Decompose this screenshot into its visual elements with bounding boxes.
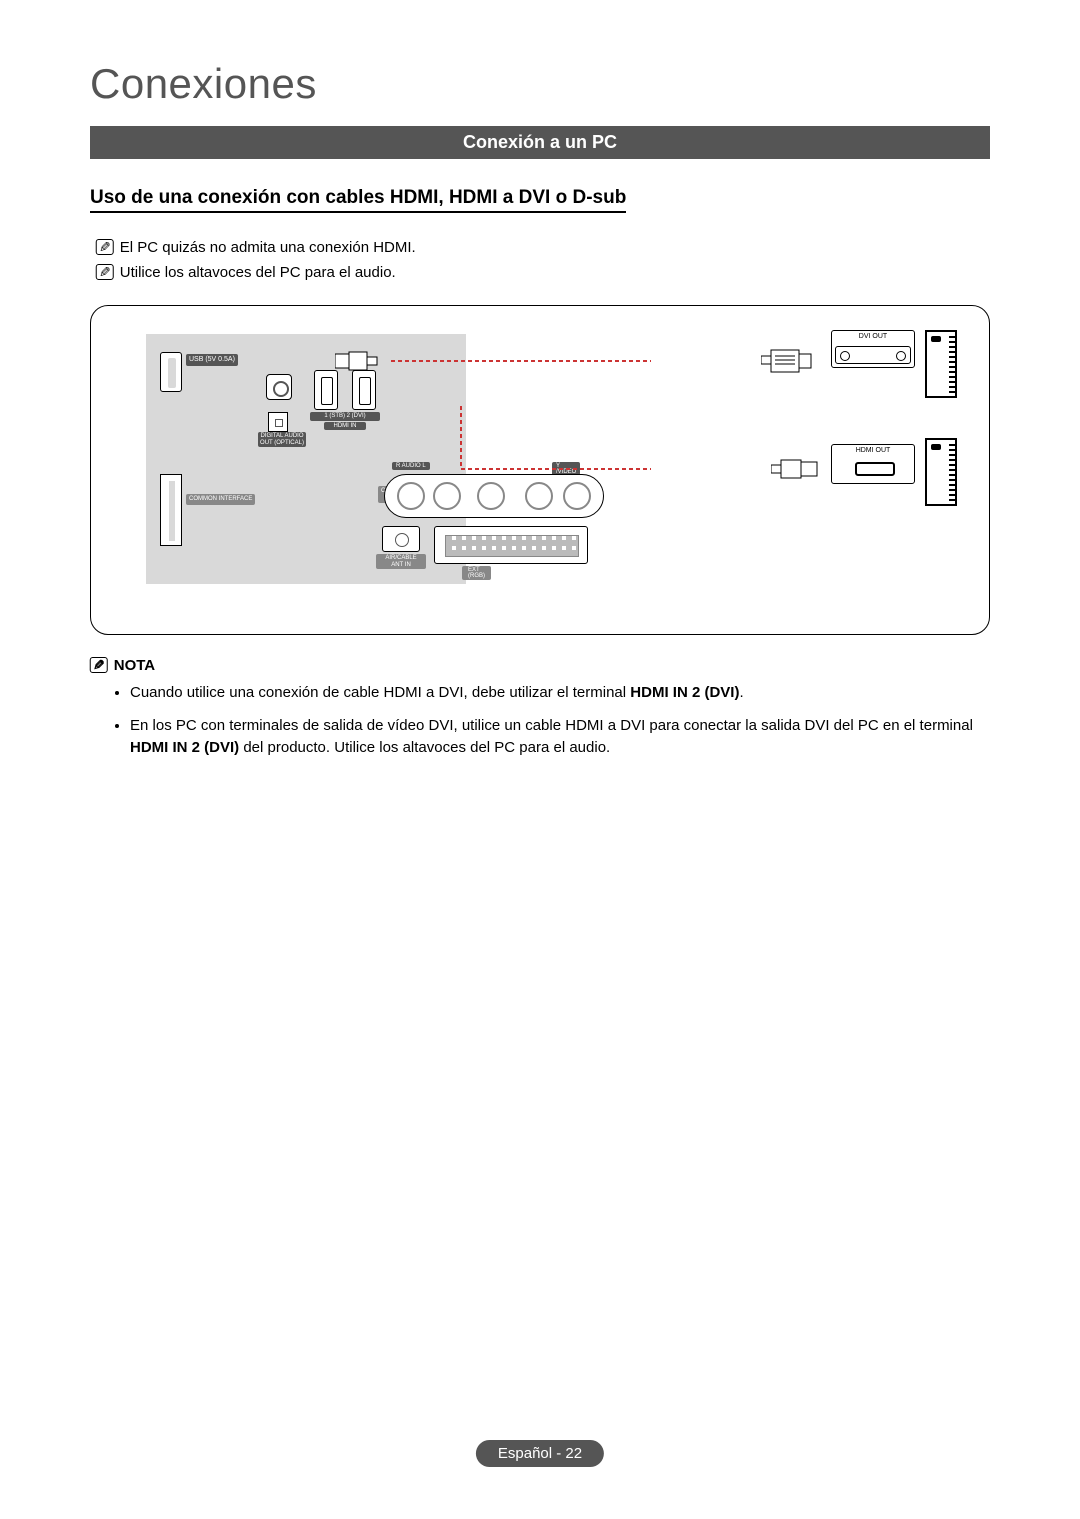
list-item: En los PC con terminales de salida de ví… [130, 715, 990, 760]
dvi-connector-icon [835, 346, 911, 364]
pencil-icon [96, 264, 114, 281]
rca-port [397, 482, 425, 510]
page-content: Conexiones Conexión a un PC Uso de una c… [0, 0, 1080, 760]
optical-port [266, 374, 292, 400]
nota-bullet-list: Cuando utilice una conexión de cable HDM… [130, 682, 990, 760]
bullet-text-post: . [739, 684, 743, 701]
ext-rgb-port [434, 526, 588, 564]
bullet-text-bold: HDMI IN 2 (DVI) [130, 739, 239, 756]
hdmi-port-1 [314, 370, 338, 410]
dvi-out-label: DVI OUT [832, 331, 914, 340]
nota-heading: NOTA [90, 657, 990, 674]
usb-label: USB (5V 0.5A) [186, 354, 238, 366]
rca-port [525, 482, 553, 510]
intro-note-2: Utilice los altavoces del PC para el aud… [96, 264, 990, 281]
common-interface-slot [160, 474, 182, 546]
usb-port [160, 352, 182, 392]
hdmi-plug-icon [335, 350, 379, 372]
dvi-plug-icon [761, 348, 813, 374]
coax-port [268, 412, 288, 432]
nota-label: NOTA [114, 657, 155, 674]
nota-section: NOTA Cuando utilice una conexión de cabl… [90, 657, 990, 760]
pencil-icon [96, 239, 114, 256]
audio-label: R AUDIO L [392, 462, 430, 470]
pc-tower-icon [925, 330, 957, 398]
optical-label: DIGITAL AUDIO OUT (OPTICAL) [258, 432, 306, 447]
pc-tower-icon [925, 438, 957, 506]
list-item: Cuando utilice una conexión de cable HDM… [130, 682, 990, 705]
section-heading-bar: Conexión a un PC [90, 126, 990, 159]
subsection-title: Uso de una conexión con cables HDMI, HDM… [90, 187, 626, 213]
chapter-title: Conexiones [90, 60, 990, 108]
hdmi-out-port-icon [855, 462, 895, 476]
pc-hdmi-device: HDMI OUT [825, 438, 957, 510]
page-footer: Español - 22 [476, 1440, 604, 1467]
bullet-text-pre: En los PC con terminales de salida de ví… [130, 717, 973, 734]
hdmi-out-label: HDMI OUT [832, 445, 914, 454]
intro-note-2-text: Utilice los altavoces del PC para el aud… [120, 264, 396, 281]
bullet-text-pre: Cuando utilice una conexión de cable HDM… [130, 684, 630, 701]
connection-diagram: USB (5V 0.5A) DIGITAL AUDIO OUT (OPTICAL… [90, 305, 990, 635]
bullet-text-post: del producto. Utilice los altavoces del … [239, 739, 610, 756]
rca-port [477, 482, 505, 510]
subsection-block: Uso de una conexión con cables HDMI, HDM… [90, 187, 990, 231]
intro-note-1-text: El PC quizás no admita una conexión HDMI… [120, 239, 416, 256]
antenna-label: AIR/CABLE ANT IN [376, 554, 426, 569]
pencil-icon [90, 657, 108, 674]
antenna-port [382, 526, 420, 552]
common-interface-label: COMMON INTERFACE [186, 494, 255, 505]
rca-port [433, 482, 461, 510]
pc-dvi-device: DVI OUT [825, 330, 957, 402]
tv-back-panel: USB (5V 0.5A) DIGITAL AUDIO OUT (OPTICAL… [146, 334, 466, 584]
intro-note-1: El PC quizás no admita una conexión HDMI… [96, 239, 990, 256]
bullet-text-bold: HDMI IN 2 (DVI) [630, 684, 739, 701]
hdmi-main-label: HDMI IN [324, 422, 366, 430]
hdmi-sub-labels: 1 (STB) 2 (DVI) [310, 412, 380, 421]
rca-port-group [384, 474, 604, 518]
hdmi-plug-icon [771, 458, 819, 480]
hdmi-port-2 [352, 370, 376, 410]
rca-port [563, 482, 591, 510]
ext-rgb-label: EXT (RGB) [462, 566, 491, 580]
